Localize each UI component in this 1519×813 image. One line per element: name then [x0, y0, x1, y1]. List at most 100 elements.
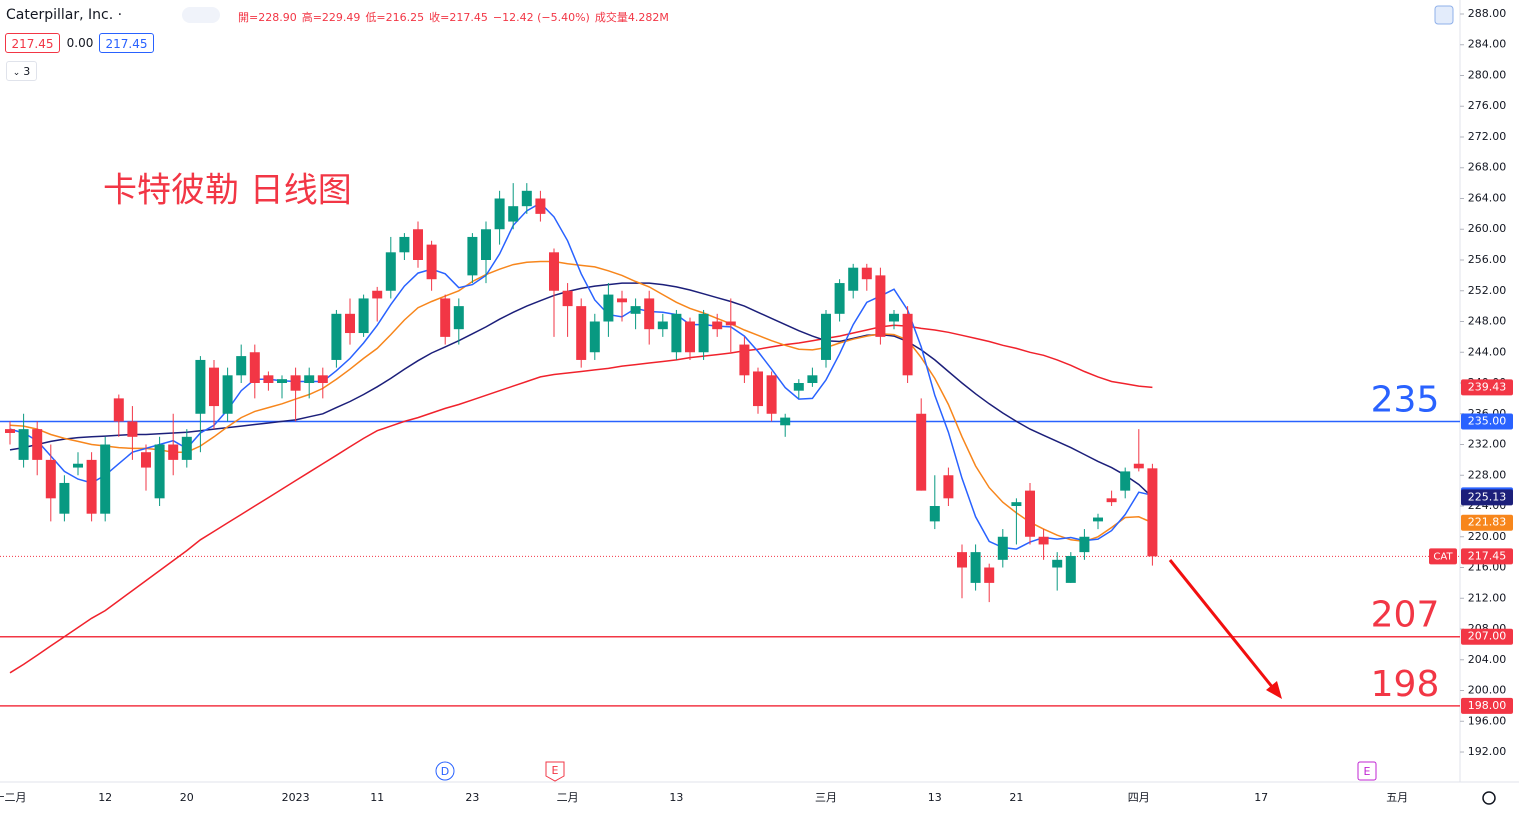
candle-body [277, 379, 287, 384]
candle-body [481, 229, 491, 261]
indicator-toggle[interactable]: ⌄ 3 [6, 61, 37, 81]
event-label: E [552, 764, 559, 777]
y-tick-label: 284.00 [1468, 38, 1507, 51]
price-badge [1461, 514, 1513, 531]
ohlc-value: −12.42 (−5.40%) [492, 11, 590, 24]
candle-body [1052, 559, 1063, 568]
price-badge [1461, 379, 1513, 396]
x-tick-label: 13 [928, 791, 942, 804]
ma-line [9, 324, 1153, 674]
price-badge-label: 239.43 [1468, 380, 1507, 393]
candle-body [1147, 468, 1158, 557]
price-box[interactable]: 217.45 [99, 33, 154, 53]
candle-body [685, 321, 695, 353]
y-tick-label: 200.00 [1468, 684, 1507, 697]
candle-body [467, 236, 478, 276]
price-box: 0.00 [66, 36, 94, 50]
event-icon[interactable] [435, 761, 455, 781]
price-box[interactable]: 217.45 [5, 33, 60, 53]
symbol-badge-label: CAT [1433, 551, 1453, 562]
candle-body [997, 536, 1008, 560]
ohlc-value: 收=217.45 [429, 11, 488, 24]
ohlc-value: 開=228.90 [238, 11, 297, 24]
settings-icon[interactable] [1482, 791, 1496, 805]
candle-body [426, 244, 437, 280]
candle-body [821, 313, 831, 360]
price-badge-label: 207.00 [1468, 630, 1507, 643]
x-tick-label: 13 [669, 791, 683, 804]
event-label: E [1364, 765, 1371, 778]
candle-body [263, 375, 274, 384]
x-tick-label: 21 [1009, 791, 1023, 804]
gear[interactable] [1482, 791, 1496, 805]
candle-body [576, 306, 587, 360]
candle-body [195, 359, 206, 414]
price-badge [1461, 489, 1513, 506]
candle-body [113, 398, 124, 422]
candle-body [141, 452, 151, 468]
ma-line [9, 202, 1153, 550]
candle-body [1025, 490, 1035, 537]
y-tick-label: 248.00 [1468, 315, 1507, 328]
x-tick-label: 五月 [1386, 791, 1408, 804]
x-tick-label: 12 [98, 791, 112, 804]
candle-body [413, 229, 423, 261]
candle-body [617, 298, 627, 303]
y-tick-label: 212.00 [1468, 591, 1507, 604]
candle-body [698, 313, 709, 353]
candle-body [372, 290, 383, 299]
y-tick-label: 196.00 [1468, 714, 1507, 727]
candle-body [712, 321, 723, 330]
candle-body [603, 294, 614, 322]
x-tick-label: 二月 [557, 791, 579, 804]
candle-body [73, 463, 83, 468]
x-tick-label: 11 [370, 791, 384, 804]
level-label: 198 [1371, 664, 1440, 705]
candle-body [181, 436, 192, 460]
price-badge-label: 235.00 [1468, 414, 1507, 427]
y-tick-label: 288.00 [1468, 7, 1507, 20]
arrow-line [1168, 559, 1275, 689]
candle-body [127, 421, 138, 437]
candle-body [753, 371, 763, 407]
candle-body [916, 413, 927, 491]
event-icon[interactable] [545, 761, 565, 782]
candle-body [331, 313, 342, 360]
candle-body [970, 552, 981, 583]
toolbar-icon[interactable] [1434, 5, 1454, 25]
candle-body [317, 375, 328, 384]
candle-body [1093, 517, 1103, 522]
x-tick-label: 四月 [1128, 791, 1150, 804]
event-label: D [441, 765, 449, 778]
candle-body [494, 198, 505, 230]
x-tick-label: 17 [1254, 791, 1268, 804]
price-badge [1461, 413, 1513, 430]
candle-body [209, 367, 219, 407]
y-tick-label: 280.00 [1468, 68, 1507, 81]
candle-body [861, 267, 872, 280]
level-label: 207 [1371, 595, 1440, 636]
candle-body [793, 383, 804, 391]
y-tick-label: 228.00 [1468, 468, 1507, 481]
event-icon[interactable] [1357, 761, 1377, 781]
toggle[interactable] [182, 7, 220, 23]
candle-body [1133, 463, 1144, 469]
price-badge-label: 221.83 [1468, 516, 1507, 529]
x-tick-label: 十二月 [0, 790, 27, 804]
candle-body [45, 459, 56, 499]
price-badge-label: 217.45 [1468, 549, 1507, 562]
candle-body [848, 267, 859, 291]
candle-body [521, 190, 532, 207]
candle-body [32, 429, 43, 460]
candle-body [889, 313, 899, 322]
x-tick-label: 20 [180, 791, 194, 804]
ohlc-bar: 開=228.90 高=229.49 低=216.25 收=217.45 −12.42 (… [238, 9, 674, 25]
chart-title: 卡特彼勒 日线图 [103, 171, 352, 211]
chevron: ⌄ [12, 68, 24, 78]
ohlc-value: 成交量4.282M [594, 11, 669, 24]
x-tick-label: 三月 [815, 791, 837, 804]
price-badge [1461, 628, 1513, 645]
indicator-count: 3 [23, 65, 31, 78]
